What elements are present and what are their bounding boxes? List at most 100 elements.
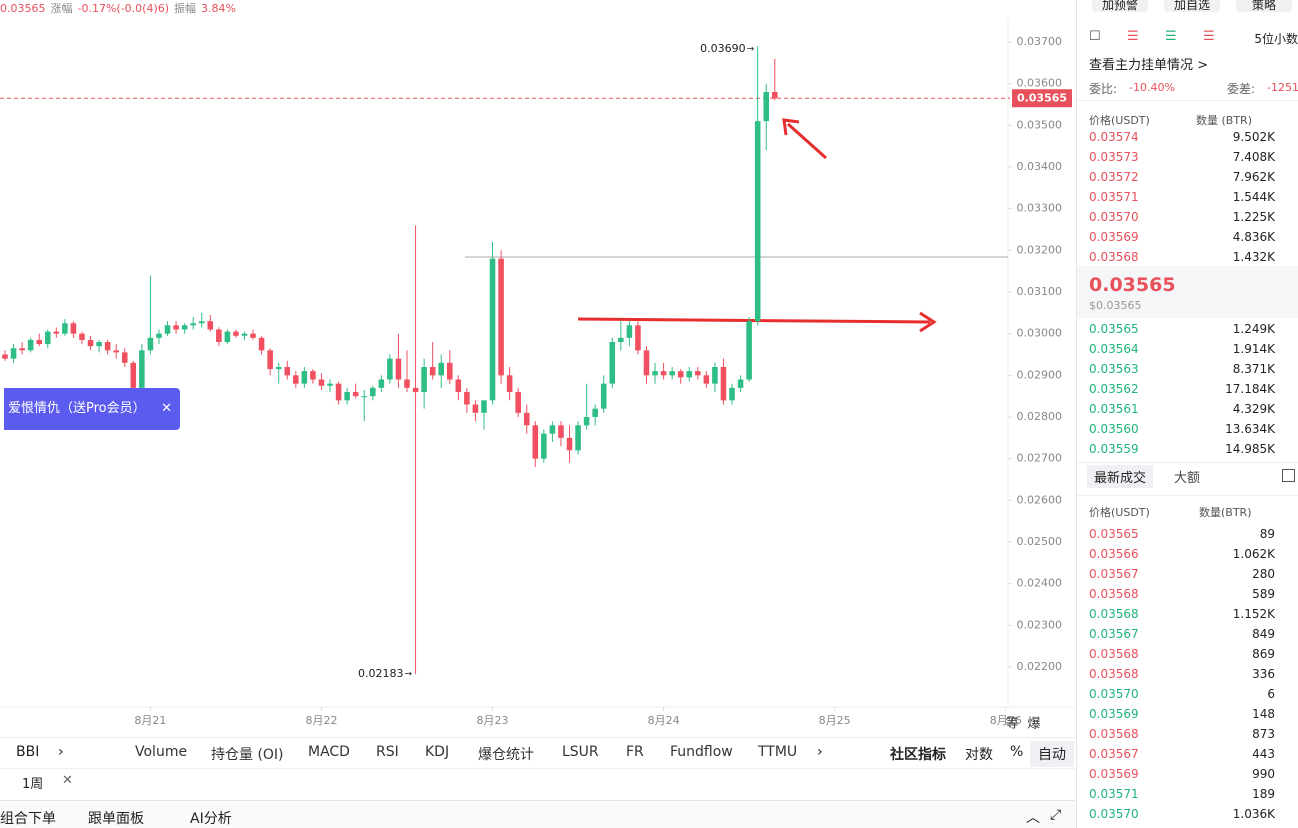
toolbar-toggle[interactable]: 对数 [965,747,993,763]
header-button[interactable]: 加预警 [1092,0,1148,12]
candle-body [464,392,470,405]
candle-body [618,337,624,342]
ratio-value: -10.40% [1129,81,1175,94]
indicator-tab[interactable]: FR [626,744,644,760]
y-tick-label: 0.03700 [1017,35,1063,48]
price: 0.03559 [1089,442,1139,456]
indicator-tab[interactable]: RSI [376,744,399,760]
candle-body [250,333,256,338]
candle-body [575,425,581,451]
candle-body [121,352,128,363]
toolbar-toggle[interactable]: 社区指标 [890,747,946,763]
expand-icon[interactable]: ⤢ [1050,807,1062,823]
candle-body [216,329,222,342]
header-item: 3.84% [201,2,236,15]
indicator-tab[interactable]: KDJ [425,744,450,760]
candle-body [558,425,564,438]
indicator-tab[interactable]: TTMU [758,744,798,760]
candle-body [44,331,51,345]
x-tick-label: 8月22 [305,714,337,727]
bottom-tab[interactable]: 组合下单 [0,811,56,827]
popup[interactable]: 爱恨情仇（送Pro会员） ✕ [4,388,180,430]
toolbar-toggle[interactable]: 自动 [1030,741,1074,767]
checkbox[interactable] [1282,469,1295,482]
decimals[interactable]: 5位小数 [1254,32,1298,46]
candle-body [677,371,684,378]
indicator-tab[interactable]: Fundflow [670,744,733,760]
extreme-arrow: → [405,670,413,680]
bottom-tab[interactable]: 跟单面板 [88,811,144,827]
extreme-arrow: → [747,45,755,55]
layout-icon[interactable]: ☰ [1165,29,1177,44]
collapse-icon[interactable]: ︿ [1026,810,1040,826]
panel-divider [1077,100,1298,101]
header-button[interactable]: 加自选 [1164,0,1220,12]
column-header: 数量 (BTR) [1196,114,1252,127]
candle-body [626,325,633,338]
close-icon[interactable]: ✕ [161,401,172,416]
bottom-tab[interactable]: AI分析 [190,811,232,827]
candle-body [438,362,444,376]
quantity: 9.502K [1232,130,1275,144]
price: 0.03562 [1089,382,1139,396]
extreme-label: 0.03690 [700,42,746,55]
price: 0.03560 [1089,422,1139,436]
layout-icon[interactable]: ☐ [1089,29,1101,44]
y-tick-label: 0.03200 [1017,243,1063,256]
indicator-tab[interactable]: LSUR [562,744,599,760]
quantity: 4.836K [1232,230,1275,244]
price: 0.03573 [1089,150,1139,164]
indicator-tab[interactable]: 持仓量 (OI) [211,747,284,763]
candle-body [737,379,744,388]
indicator-tab[interactable]: Volume [135,744,188,760]
toolbar-toggle[interactable]: % [1010,744,1024,760]
x-tick-label: 8月23 [477,714,509,727]
main-orders-link[interactable]: 查看主力挂单情况 > [1089,58,1209,73]
candle-body [515,392,521,413]
quantity: 7.408K [1232,150,1275,164]
candle-body [147,337,154,351]
candle-body [301,371,308,384]
indicator-tab[interactable]: 爆仓统计 [478,747,534,763]
candle-body [387,358,393,380]
candle-body [446,362,453,380]
candle-body [198,321,205,324]
trade-quantity: 1.036K [1232,807,1275,821]
trade-quantity: 1.152K [1232,607,1275,621]
layout-icon[interactable]: ☰ [1127,29,1139,44]
indicator-tab[interactable]: BBI [16,744,40,760]
period-tab[interactable]: 1周 [22,777,44,792]
indicator-tab[interactable]: MACD [308,744,350,760]
trades-tab[interactable]: 大额 [1174,471,1201,486]
indicator-toolbar: BBI › Volume 持仓量 (OI) MACD RSI KDJ 爆仓统计 LSUR FR Fu… [0,737,1075,769]
candle-body [19,348,25,351]
chevron[interactable]: › [817,744,823,760]
candle-body [352,392,359,397]
quantity: 1.544K [1232,190,1275,204]
y-tick-label: 0.03600 [1017,77,1063,90]
candle-body [712,367,718,384]
candle-body [293,375,299,384]
price: 0.03570 [1089,210,1139,224]
candle-body [481,400,487,413]
layout-icon[interactable]: ☰ [1203,29,1215,44]
y-tick-label: 0.02800 [1017,410,1063,423]
quantity: 17.184K [1225,382,1275,396]
trade-quantity: 336 [1252,667,1275,681]
red-arrow [577,118,937,333]
candle-body [549,425,556,434]
quantity: 1.249K [1232,322,1275,336]
quantity: 1.225K [1232,210,1275,224]
y-tick-label: 0.02400 [1017,577,1063,590]
quantity: 4.329K [1232,402,1275,416]
header-button[interactable]: 策略 [1236,0,1292,12]
trades-tab[interactable]: 最新成交 [1087,465,1154,488]
close-icon[interactable]: ✕ [62,773,73,788]
price: 0.03565 [1089,322,1139,336]
candle-body [310,371,316,380]
axis-button: 爆 [1027,717,1040,732]
trade-price: 0.03568 [1089,587,1139,601]
chevron[interactable]: › [58,744,64,760]
x-tick-label: 8月25 [819,714,851,727]
